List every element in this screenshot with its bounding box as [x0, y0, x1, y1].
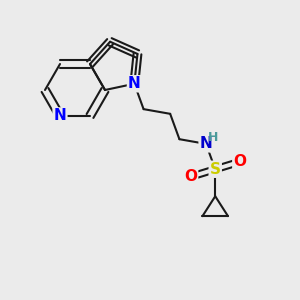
Text: O: O — [233, 154, 246, 169]
Text: O: O — [184, 169, 197, 184]
Text: S: S — [210, 162, 221, 177]
Text: H: H — [207, 131, 218, 144]
Text: N: N — [128, 76, 141, 91]
Text: N: N — [200, 136, 212, 152]
Text: N: N — [54, 109, 66, 124]
